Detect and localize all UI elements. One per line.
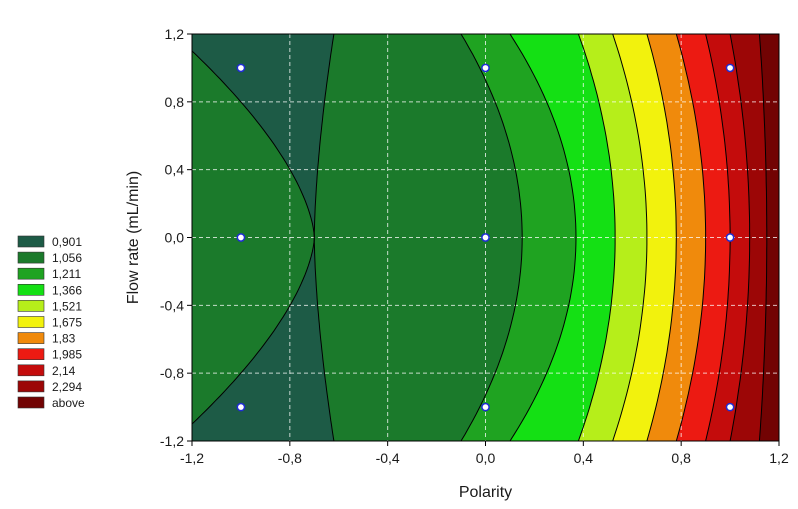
y-tick-label: -0,8 [160, 365, 184, 381]
design-point [725, 402, 735, 412]
x-tick-label: 1,2 [769, 450, 789, 466]
legend-swatch [17, 380, 45, 393]
legend-swatch [17, 364, 45, 377]
y-tick-label: 0,8 [165, 94, 185, 110]
contour-line-9 [758, 34, 768, 441]
y-axis-label: Flow rate (mL/min) [125, 171, 142, 304]
legend-label: 1,675 [52, 316, 82, 330]
contour-line-5 [646, 34, 677, 441]
contour-line-4 [612, 34, 648, 441]
contour-line-1 [460, 34, 523, 441]
legend: 0,901 1,056 1,211 1,366 1,521 1,675 1,83 1,985 2… [17, 235, 85, 410]
design-points [236, 63, 735, 412]
contour-line-left-0 [192, 50, 315, 425]
y-tick-label: 0,4 [165, 162, 185, 178]
legend-swatch [17, 348, 45, 361]
legend-swatch [17, 332, 45, 344]
design-point [236, 63, 246, 73]
x-tick-label: -0,8 [278, 450, 302, 466]
legend-label: above [52, 396, 85, 410]
legend-label: 2,294 [52, 380, 82, 394]
design-point [725, 63, 735, 73]
design-point [236, 233, 246, 242]
contour-band-left-lobe [192, 51, 315, 424]
design-point [481, 233, 490, 242]
legend-label: 2,14 [52, 364, 76, 378]
legend-label: 1,366 [52, 283, 82, 297]
legend-label: 1,521 [52, 299, 82, 313]
legend-swatch [17, 316, 45, 328]
legend-swatch [17, 267, 45, 280]
legend-swatch [17, 251, 45, 264]
design-point [725, 233, 735, 242]
contour-line-2 [509, 34, 577, 441]
x-tick-label: 0,0 [476, 450, 496, 466]
legend-swatch [17, 300, 45, 312]
legend-swatch [17, 235, 45, 248]
y-tick-label: -0,4 [160, 297, 184, 313]
legend-swatch [17, 396, 45, 409]
x-tick-label: -1,2 [180, 450, 204, 466]
design-point [481, 63, 490, 73]
x-axis-ticks: -1,2 -0,8 -0,4 0,0 0,4 0,8 1,2 [180, 441, 789, 466]
legend-label: 1,056 [52, 251, 82, 265]
y-tick-label: 0,0 [165, 230, 185, 246]
legend-swatch [17, 283, 45, 296]
x-tick-label: 0,4 [574, 450, 594, 466]
legend-label: 1,985 [52, 348, 82, 362]
contour-line-3 [577, 34, 616, 441]
design-point [236, 402, 246, 412]
x-tick-label: -0,4 [376, 450, 400, 466]
legend-label: 1,83 [52, 332, 76, 346]
y-tick-label: 1,2 [165, 26, 185, 42]
x-tick-label: 0,8 [671, 450, 691, 466]
y-tick-label: -1,2 [160, 433, 184, 449]
y-axis-ticks: 1,2 0,8 0,4 0,0 -0,4 -0,8 -1,2 [160, 26, 192, 449]
contour-line-6 [675, 34, 707, 441]
legend-label: 1,211 [52, 267, 81, 281]
design-point [481, 402, 490, 412]
contour-line-8 [729, 34, 751, 441]
x-axis-label: Polarity [459, 484, 512, 501]
legend-label: 0,901 [52, 235, 82, 249]
